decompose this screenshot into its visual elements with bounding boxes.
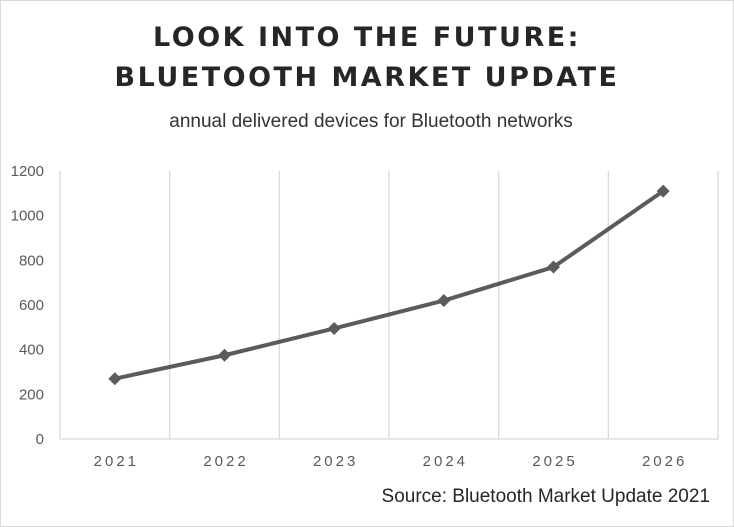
series-line [114, 189, 665, 381]
gridlines [59, 171, 719, 440]
y-tick-label: 0 [36, 431, 44, 448]
chart-title-line-2: BLUETOOTH MARKET UPDATE [114, 62, 620, 93]
x-tick-label: 2025 [532, 453, 577, 470]
y-tick-label: 1000 [11, 208, 44, 225]
chart-title-line-1: LOOK INTO THE FUTURE: [153, 22, 581, 53]
data-point-marker [327, 321, 341, 335]
x-tick-label: 2021 [94, 453, 139, 470]
y-tick-label: 800 [19, 252, 44, 269]
chart-subtitle: annual delivered devices for Bluetooth n… [169, 111, 573, 132]
data-point-marker [108, 372, 122, 386]
y-tick-label: 1200 [11, 163, 44, 180]
x-tick-label: 2024 [423, 453, 468, 470]
y-axis-ticks: 0 200 400 600 800 1000 1200 [11, 163, 44, 448]
y-tick-label: 400 [19, 342, 44, 359]
x-tick-label: 2023 [313, 453, 358, 470]
data-point-marker [437, 294, 451, 308]
data-point-marker [218, 348, 231, 362]
x-axis-ticks: 2021 2022 2023 2024 2025 2026 [94, 453, 687, 470]
chart-title: LOOK INTO THE FUTURE: BLUETOOTH MARKET U… [0, 18, 734, 98]
x-tick-label: 2022 [203, 453, 248, 470]
source-note: Source: Bluetooth Market Update 2021 [381, 486, 710, 507]
x-tick-label: 2026 [642, 453, 687, 470]
data-point-marker [547, 260, 560, 274]
series-group [108, 184, 670, 386]
data-point-marker [656, 184, 670, 198]
y-tick-label: 200 [19, 386, 44, 403]
y-tick-label: 600 [19, 297, 44, 314]
